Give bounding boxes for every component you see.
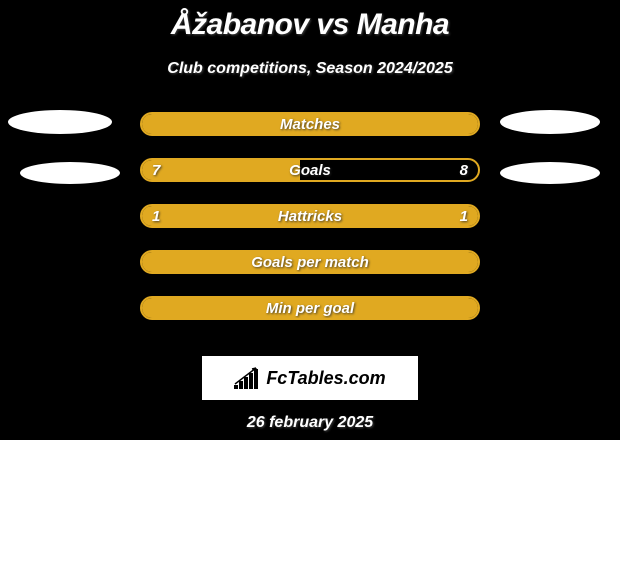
fctables-logo-icon — [234, 367, 262, 389]
stat-row-min-per-goal: Min per goal — [0, 294, 620, 340]
stat-bar-goals: 7 Goals 8 — [140, 158, 480, 182]
stat-row-goals: 7 Goals 8 — [0, 156, 620, 202]
stat-bar-min-per-goal: Min per goal — [140, 296, 480, 320]
stat-label: Matches — [142, 114, 478, 136]
stat-label: Goals — [142, 160, 478, 182]
player-left-ellipse — [20, 162, 120, 184]
player-right-ellipse — [500, 110, 600, 134]
stat-label: Goals per match — [142, 252, 478, 274]
logo-box: FcTables.com — [202, 356, 418, 400]
stat-bar-hattricks: 1 Hattricks 1 — [140, 204, 480, 228]
player-right-ellipse — [500, 162, 600, 184]
stats-area: Matches 7 Goals 8 1 Hattricks 1 — [0, 110, 620, 340]
page-title: Åžabanov vs Manha — [0, 8, 620, 42]
stat-label: Min per goal — [142, 298, 478, 320]
comparison-panel: Åžabanov vs Manha Club competitions, Sea… — [0, 0, 620, 440]
stat-row-matches: Matches — [0, 110, 620, 156]
date-text: 26 february 2025 — [0, 414, 620, 432]
stat-label: Hattricks — [142, 206, 478, 228]
logo-text: FcTables.com — [266, 368, 385, 389]
subtitle: Club competitions, Season 2024/2025 — [0, 60, 620, 78]
stat-row-goals-per-match: Goals per match — [0, 248, 620, 294]
stat-value-right: 1 — [460, 206, 468, 228]
stat-row-hattricks: 1 Hattricks 1 — [0, 202, 620, 248]
player-left-ellipse — [8, 110, 112, 134]
stat-value-right: 8 — [460, 160, 468, 182]
stat-bar-matches: Matches — [140, 112, 480, 136]
stat-bar-goals-per-match: Goals per match — [140, 250, 480, 274]
